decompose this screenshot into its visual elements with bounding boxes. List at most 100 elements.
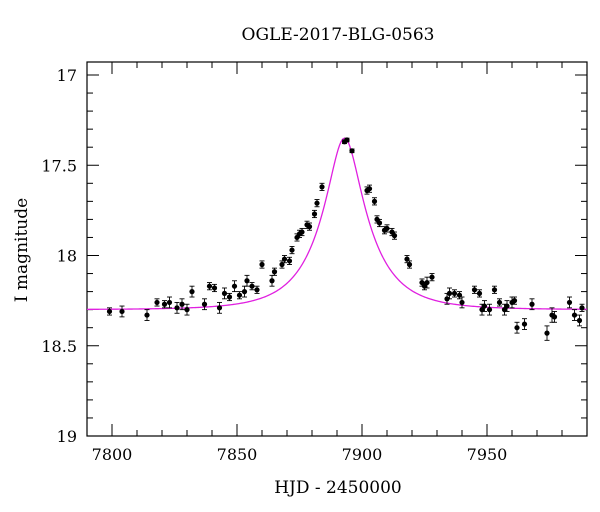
x-tick-label: 7800	[92, 445, 133, 464]
point-marker	[551, 314, 558, 320]
data-point	[226, 292, 233, 302]
data-point	[244, 274, 250, 287]
y-axis-ticks: 17 17.5 18 18.5 19	[41, 66, 587, 446]
point-marker	[314, 200, 320, 206]
data-point	[221, 287, 228, 300]
point-marker	[476, 290, 483, 297]
data-point	[476, 289, 483, 298]
point-marker	[226, 294, 233, 300]
data-point	[166, 296, 173, 309]
data-point	[314, 199, 320, 208]
data-point	[551, 311, 558, 323]
x-axis-ticks: 7800 7850 7900 7950	[86, 62, 588, 464]
data-point	[106, 307, 113, 316]
point-marker	[306, 224, 313, 230]
data-point	[231, 280, 238, 293]
data-point	[406, 260, 413, 269]
data-point	[154, 298, 160, 307]
data-point	[366, 184, 373, 193]
point-marker	[286, 258, 293, 264]
data-point	[119, 305, 125, 318]
data-point	[471, 285, 478, 294]
point-marker	[216, 305, 223, 311]
data-point	[279, 260, 285, 269]
point-marker	[404, 256, 410, 262]
point-marker	[491, 287, 498, 293]
point-marker	[144, 312, 150, 318]
point-marker	[179, 301, 185, 307]
data-point	[429, 273, 435, 282]
point-marker	[514, 325, 520, 331]
data-point	[161, 300, 168, 309]
point-marker	[429, 274, 435, 280]
model-curve-group	[86, 137, 588, 310]
data-point	[311, 209, 318, 219]
point-marker	[349, 148, 355, 154]
point-marker	[271, 269, 278, 275]
data-point	[184, 303, 190, 316]
data-point	[576, 314, 583, 327]
data-point	[451, 289, 458, 298]
data-point	[456, 291, 463, 300]
point-marker	[211, 285, 218, 291]
point-marker	[486, 307, 493, 313]
data-point	[206, 282, 213, 291]
point-marker	[189, 289, 195, 295]
data-point	[216, 301, 223, 314]
point-marker	[479, 307, 485, 313]
point-marker	[254, 287, 260, 293]
data-point	[384, 224, 390, 233]
point-marker	[511, 298, 518, 304]
point-marker	[501, 307, 508, 313]
data-point	[259, 260, 265, 269]
point-marker	[421, 283, 428, 289]
point-marker	[311, 211, 318, 217]
point-marker	[496, 299, 503, 306]
point-marker	[299, 229, 305, 235]
plot-border	[86, 61, 588, 437]
data-point	[579, 303, 585, 312]
data-point	[391, 231, 398, 240]
data-point	[299, 227, 305, 237]
data-point	[269, 274, 275, 287]
data-point	[481, 300, 488, 312]
point-marker	[366, 186, 373, 192]
point-marker	[269, 278, 275, 284]
data-point	[349, 148, 355, 154]
point-marker	[174, 305, 180, 311]
point-marker	[456, 292, 463, 298]
point-marker	[376, 220, 383, 226]
data-point	[254, 285, 260, 294]
data-point	[249, 282, 255, 291]
point-marker	[184, 307, 190, 313]
point-marker	[241, 289, 248, 295]
point-marker	[259, 261, 265, 268]
data-point	[496, 298, 503, 307]
data-point	[459, 296, 465, 309]
x-tick-label: 7850	[217, 445, 258, 464]
chart-title: OGLE-2017-BLG-0563	[242, 25, 435, 45]
data-point	[446, 287, 453, 300]
point-marker	[319, 184, 325, 190]
point-marker	[451, 290, 458, 297]
point-marker	[119, 308, 125, 315]
x-tick-label: 7900	[342, 445, 383, 464]
point-marker	[344, 137, 350, 143]
data-point	[189, 285, 195, 298]
point-marker	[244, 278, 250, 284]
data-point	[236, 291, 243, 300]
data-point	[424, 276, 430, 289]
point-marker	[279, 261, 285, 268]
point-marker	[529, 301, 535, 307]
point-marker	[391, 233, 398, 239]
data-point	[211, 283, 218, 293]
point-marker	[446, 290, 453, 297]
data-point	[174, 301, 180, 314]
point-marker	[161, 301, 168, 307]
point-marker	[504, 303, 510, 309]
data-point	[201, 298, 208, 311]
point-marker	[406, 261, 413, 268]
point-marker	[206, 283, 213, 289]
data-point	[566, 296, 573, 309]
data-point	[344, 137, 350, 143]
